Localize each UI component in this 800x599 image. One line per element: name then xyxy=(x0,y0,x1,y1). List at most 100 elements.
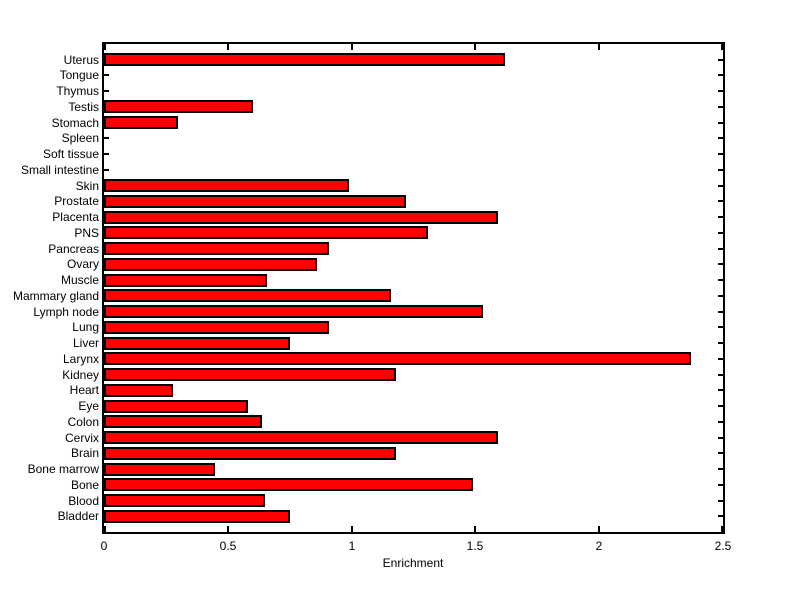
y-label-brain: Brain xyxy=(70,446,99,460)
x-tick-2 xyxy=(598,44,600,50)
y-tick-right xyxy=(718,185,723,187)
y-tick-right xyxy=(718,263,723,265)
y-tick-right xyxy=(718,468,723,470)
x-tick-label: 0.5 xyxy=(219,539,237,553)
y-tick-right xyxy=(718,232,723,234)
y-tick-right xyxy=(718,311,723,313)
x-tick-2.5 xyxy=(721,44,723,50)
y-tick-right xyxy=(718,295,723,297)
x-tick-0.5 xyxy=(227,526,229,532)
plot-area xyxy=(102,42,725,534)
x-tick-1 xyxy=(351,526,353,532)
y-tick-right xyxy=(718,59,723,61)
y-label-eye: Eye xyxy=(78,399,99,413)
x-axis-title: Enrichment xyxy=(382,556,444,570)
y-label-kidney: Kidney xyxy=(62,368,99,382)
bar-bladder xyxy=(104,510,290,523)
y-tick-right xyxy=(718,421,723,423)
y-label-testis: Testis xyxy=(68,100,99,114)
y-tick-left xyxy=(104,74,109,76)
bar-mammary-gland xyxy=(104,289,391,302)
y-label-placenta: Placenta xyxy=(52,210,99,224)
x-tick-1.5 xyxy=(474,526,476,532)
y-tick-right xyxy=(718,437,723,439)
x-tick-1 xyxy=(351,44,353,50)
y-label-cervix: Cervix xyxy=(64,431,99,445)
y-label-mammary-gland: Mammary gland xyxy=(12,289,99,303)
x-tick-0.5 xyxy=(227,44,229,50)
y-label-blood: Blood xyxy=(68,494,99,508)
y-tick-right xyxy=(718,137,723,139)
y-tick-right xyxy=(718,342,723,344)
bar-prostate xyxy=(104,195,406,208)
y-label-soft-tissue: Soft tissue xyxy=(42,147,99,161)
bar-blood xyxy=(104,494,265,507)
y-label-muscle: Muscle xyxy=(60,273,99,287)
y-tick-right xyxy=(718,405,723,407)
y-tick-right xyxy=(718,200,723,202)
bar-lymph-node xyxy=(104,305,483,318)
bar-pns xyxy=(104,226,428,239)
y-tick-right xyxy=(718,106,723,108)
y-tick-left xyxy=(104,153,109,155)
y-tick-right xyxy=(718,248,723,250)
y-label-ovary: Ovary xyxy=(66,257,99,271)
bar-placenta xyxy=(104,211,498,224)
bar-lung xyxy=(104,321,329,334)
bar-liver xyxy=(104,337,290,350)
y-label-pancreas: Pancreas xyxy=(48,242,99,256)
y-tick-right xyxy=(718,122,723,124)
x-tick-label: 1.5 xyxy=(466,539,484,553)
y-label-tongue: Tongue xyxy=(59,68,99,82)
y-tick-right xyxy=(718,169,723,171)
y-tick-right xyxy=(718,389,723,391)
bar-pancreas xyxy=(104,242,329,255)
bar-testis xyxy=(104,100,253,113)
y-tick-right xyxy=(718,90,723,92)
x-tick-label: 2.5 xyxy=(714,539,732,553)
x-tick-1.5 xyxy=(474,44,476,50)
y-tick-right xyxy=(718,326,723,328)
y-label-prostate: Prostate xyxy=(54,194,99,208)
x-tick-0 xyxy=(104,526,106,532)
y-label-thymus: Thymus xyxy=(56,84,99,98)
y-label-small-intestine: Small intestine xyxy=(20,163,99,177)
y-label-uterus: Uterus xyxy=(63,53,99,67)
x-tick-0 xyxy=(104,44,106,50)
bar-skin xyxy=(104,179,349,192)
y-label-bone: Bone xyxy=(70,478,99,492)
y-tick-left xyxy=(104,169,109,171)
y-label-bladder: Bladder xyxy=(57,509,99,523)
y-label-larynx: Larynx xyxy=(62,352,99,366)
y-label-colon: Colon xyxy=(67,415,99,429)
y-label-stomach: Stomach xyxy=(51,116,99,130)
x-tick-label: 1 xyxy=(348,539,356,553)
bar-cervix xyxy=(104,431,498,444)
y-tick-right xyxy=(718,74,723,76)
y-tick-right xyxy=(718,153,723,155)
y-tick-right xyxy=(718,216,723,218)
bar-colon xyxy=(104,415,262,428)
y-label-liver: Liver xyxy=(72,336,99,350)
x-tick-2.5 xyxy=(721,526,723,532)
bar-stomach xyxy=(104,116,178,129)
bar-ovary xyxy=(104,258,317,271)
y-label-pns: PNS xyxy=(74,226,99,240)
y-tick-right xyxy=(718,374,723,376)
bar-bone-marrow xyxy=(104,463,215,476)
bar-brain xyxy=(104,447,396,460)
y-tick-right xyxy=(718,515,723,517)
y-tick-left xyxy=(104,90,109,92)
y-label-bone-marrow: Bone marrow xyxy=(27,462,99,476)
y-label-lung: Lung xyxy=(72,320,99,334)
y-label-heart: Heart xyxy=(69,383,99,397)
bar-larynx xyxy=(104,352,691,365)
bar-kidney xyxy=(104,368,396,381)
bar-bone xyxy=(104,478,473,491)
x-tick-label: 0 xyxy=(100,539,108,553)
y-label-skin: Skin xyxy=(75,179,99,193)
y-tick-right xyxy=(718,452,723,454)
y-label-spleen: Spleen xyxy=(61,131,99,145)
y-tick-left xyxy=(104,137,109,139)
